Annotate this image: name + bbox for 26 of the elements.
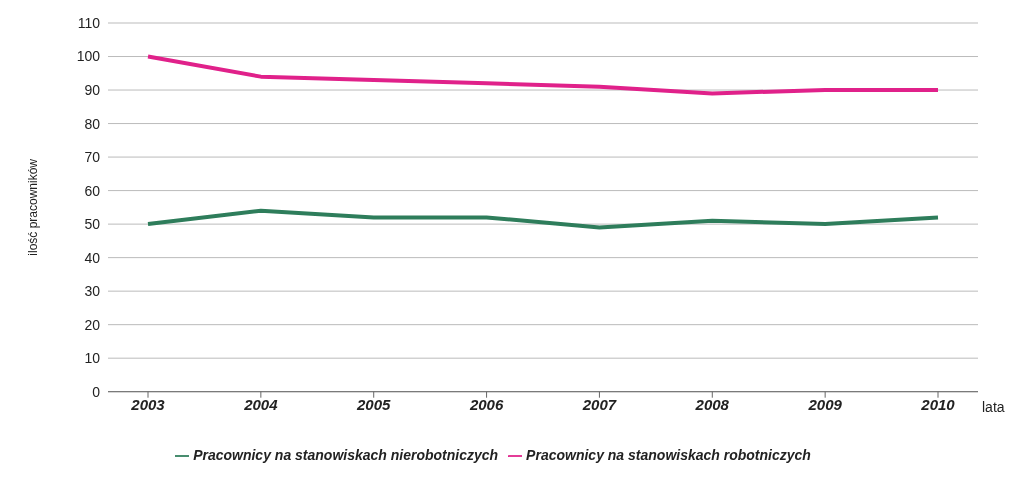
y-tick-label: 90 — [84, 82, 101, 99]
legend-label: Pracownicy na stanowiskach nierobotniczych — [193, 446, 499, 463]
x-tick-label: 2010 — [920, 396, 956, 414]
y-tick-label: 70 — [84, 149, 101, 166]
y-tick-label: 30 — [84, 283, 101, 300]
y-tick-label: 110 — [77, 14, 101, 31]
y-axis-title: ilość pracowników — [26, 158, 41, 256]
x-tick-label: 2008 — [694, 396, 730, 414]
line-series — [146, 54, 940, 96]
legend-label: Pracownicy na stanowiskach robotniczych — [526, 446, 811, 463]
line-series — [146, 208, 940, 230]
y-tick-label: 50 — [84, 216, 101, 233]
y-tick-label: 0 — [92, 383, 101, 400]
x-tick-label: 2007 — [581, 396, 617, 414]
y-tick-label: 60 — [84, 182, 101, 199]
x-tick-label: 2005 — [356, 396, 392, 414]
x-tick-label: 2006 — [468, 396, 504, 414]
x-axis-title: lata — [982, 399, 1005, 416]
y-tick-label: 40 — [84, 249, 101, 266]
y-tick-label: 100 — [76, 48, 101, 65]
y-tick-label: 80 — [84, 115, 101, 132]
x-tick-label: 2009 — [807, 396, 843, 414]
x-tick-label: 2003 — [130, 396, 166, 414]
y-tick-label: 10 — [84, 350, 101, 367]
y-tick-label: 20 — [84, 316, 101, 333]
x-tick-label: 2004 — [243, 396, 279, 414]
